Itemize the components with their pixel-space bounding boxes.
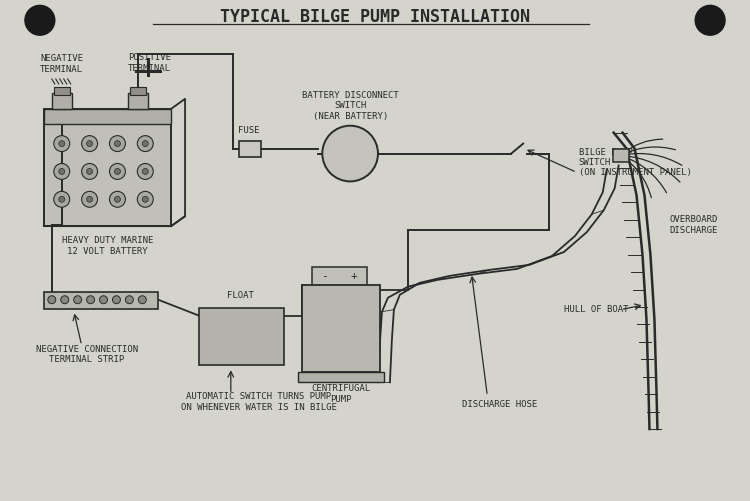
Circle shape bbox=[74, 296, 82, 304]
Text: CENTRIFUGAL
PUMP: CENTRIFUGAL PUMP bbox=[312, 384, 370, 404]
Text: +: + bbox=[351, 271, 358, 281]
Bar bbox=[613, 149, 628, 162]
Circle shape bbox=[100, 296, 107, 304]
Bar bbox=[44, 292, 158, 309]
Circle shape bbox=[82, 163, 98, 179]
Bar bbox=[298, 372, 384, 382]
Circle shape bbox=[54, 136, 70, 151]
Circle shape bbox=[115, 196, 121, 202]
Circle shape bbox=[82, 136, 98, 151]
Text: OVERBOARD
DISCHARGE: OVERBOARD DISCHARGE bbox=[669, 215, 718, 235]
Circle shape bbox=[695, 6, 725, 35]
Circle shape bbox=[110, 136, 125, 151]
Circle shape bbox=[137, 191, 153, 207]
Bar bbox=[312, 267, 367, 287]
Bar bbox=[130, 87, 146, 95]
Bar bbox=[128, 93, 148, 109]
Bar bbox=[199, 308, 284, 365]
Circle shape bbox=[322, 126, 378, 181]
Text: BILGE PUMP
SWITCH
(ON INSTRUMENT PANEL): BILGE PUMP SWITCH (ON INSTRUMENT PANEL) bbox=[579, 148, 692, 177]
Bar bbox=[52, 93, 72, 109]
Circle shape bbox=[110, 163, 125, 179]
Bar bbox=[54, 87, 70, 95]
Text: FUSE: FUSE bbox=[238, 126, 260, 135]
Circle shape bbox=[54, 191, 70, 207]
Circle shape bbox=[115, 168, 121, 174]
Bar bbox=[44, 109, 171, 226]
Circle shape bbox=[115, 141, 121, 147]
Circle shape bbox=[110, 191, 125, 207]
Text: BATTERY DISCONNECT
SWITCH
(NEAR BATTERY): BATTERY DISCONNECT SWITCH (NEAR BATTERY) bbox=[302, 91, 398, 121]
Circle shape bbox=[138, 296, 146, 304]
Circle shape bbox=[82, 191, 98, 207]
Circle shape bbox=[58, 168, 64, 174]
Bar bbox=[302, 285, 380, 372]
Text: NEGATIVE
TERMINAL: NEGATIVE TERMINAL bbox=[40, 54, 83, 74]
Circle shape bbox=[142, 196, 148, 202]
Circle shape bbox=[137, 136, 153, 151]
Circle shape bbox=[25, 6, 55, 35]
Text: DISCHARGE HOSE: DISCHARGE HOSE bbox=[462, 400, 537, 409]
Bar bbox=[44, 109, 171, 124]
Circle shape bbox=[86, 168, 92, 174]
Circle shape bbox=[54, 163, 70, 179]
Circle shape bbox=[86, 296, 94, 304]
Text: NEGATIVE CONNECTION
TERMINAL STRIP: NEGATIVE CONNECTION TERMINAL STRIP bbox=[35, 345, 138, 364]
Circle shape bbox=[142, 168, 148, 174]
Circle shape bbox=[142, 141, 148, 147]
Circle shape bbox=[58, 196, 64, 202]
Bar bbox=[238, 141, 261, 156]
Circle shape bbox=[58, 141, 64, 147]
Circle shape bbox=[137, 163, 153, 179]
Text: HEAVY DUTY MARINE
12 VOLT BATTERY: HEAVY DUTY MARINE 12 VOLT BATTERY bbox=[62, 236, 153, 256]
Text: TYPICAL BILGE PUMP INSTALLATION: TYPICAL BILGE PUMP INSTALLATION bbox=[220, 9, 530, 26]
Circle shape bbox=[125, 296, 134, 304]
Circle shape bbox=[86, 196, 92, 202]
Circle shape bbox=[61, 296, 69, 304]
Circle shape bbox=[112, 296, 121, 304]
Text: POSITIVE
TERMINAL: POSITIVE TERMINAL bbox=[128, 53, 171, 73]
Circle shape bbox=[86, 141, 92, 147]
Text: FLOAT: FLOAT bbox=[227, 291, 254, 300]
Text: AUTOMATIC SWITCH TURNS PUMP
ON WHENEVER WATER IS IN BILGE: AUTOMATIC SWITCH TURNS PUMP ON WHENEVER … bbox=[181, 392, 337, 412]
Text: -: - bbox=[321, 271, 328, 281]
Text: HULL OF BOAT: HULL OF BOAT bbox=[563, 305, 628, 314]
Circle shape bbox=[48, 296, 56, 304]
